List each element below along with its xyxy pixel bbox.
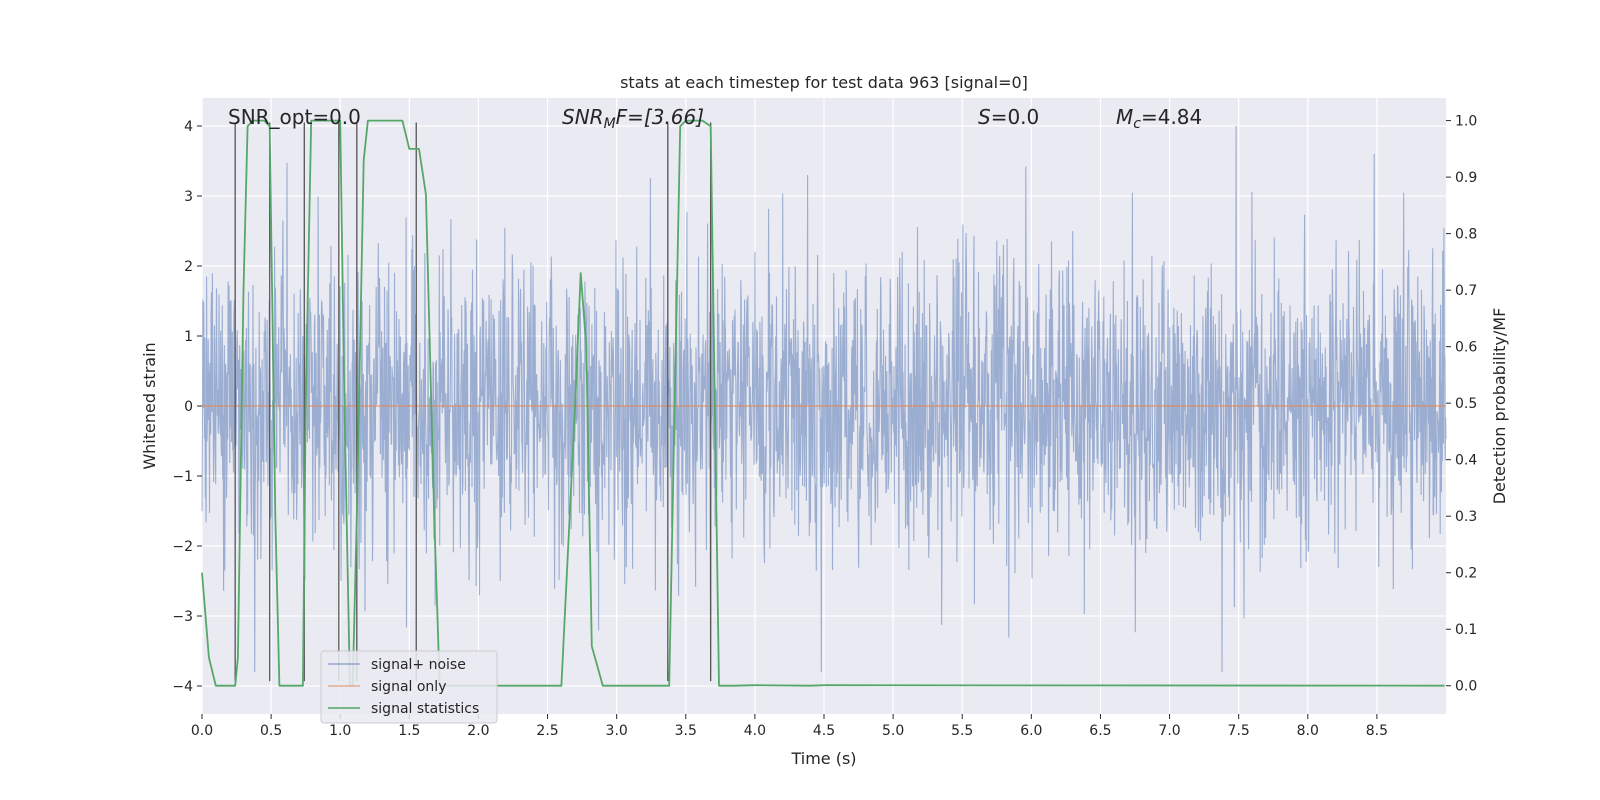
x-tick-label-3: 1.5 (398, 723, 420, 739)
legend-label-signal-only: signal only (371, 679, 446, 695)
x-tick-label-17: 8.5 (1366, 723, 1388, 739)
mc-rest: =4.84 (1141, 105, 1202, 129)
signal-statistics-line (201, 119, 1445, 687)
mc-subscript: c (1133, 116, 1141, 132)
chart-title: stats at each timestep for test data 963… (620, 73, 1028, 92)
y-right-tick-label-4: 0.4 (1455, 453, 1477, 469)
snr-mf-rest: F=[3.66] (616, 105, 704, 129)
annotation-snr-mf: SNRMF=[3.66] (562, 105, 704, 132)
y-right-tick-label-6: 0.6 (1455, 340, 1477, 356)
y-tick-label-6: 2 (184, 259, 193, 275)
y-axis-ticks: −4 −3 −2 −1 0 1 2 3 4 (172, 119, 202, 695)
x-axis-ticks: 0.0 0.5 1.0 1.5 2.0 2.5 3.0 3.5 4.0 4.5 5.0 5.5 6.0 6… (191, 714, 1388, 739)
y-right-axis-label: Detection probability/MF (1490, 308, 1509, 505)
legend-label-signal-noise: signal+ noise (371, 657, 466, 673)
y-tick-label-7: 3 (184, 189, 193, 205)
x-tick-label-11: 5.5 (951, 723, 973, 739)
y-right-tick-label-7: 0.7 (1455, 283, 1477, 299)
s-symbol: S (978, 105, 991, 129)
y-right-tick-label-3: 0.3 (1455, 509, 1477, 525)
y-tick-label-1: −3 (172, 609, 193, 625)
y-tick-label-4: 0 (184, 399, 193, 415)
mc-symbol: M (1116, 105, 1133, 129)
legend-label-signal-statistics: signal statistics (371, 701, 479, 717)
y-right-tick-label-1: 0.1 (1455, 622, 1477, 638)
y-tick-label-5: 1 (184, 329, 193, 345)
x-tick-label-14: 7.0 (1158, 723, 1180, 739)
y-right-tick-label-0: 0.0 (1455, 679, 1477, 695)
y-tick-label-0: −4 (172, 679, 193, 695)
legend: signal+ noise signal only signal statist… (320, 650, 498, 724)
x-tick-label-2: 1.0 (329, 723, 351, 739)
x-tick-label-7: 3.5 (675, 723, 697, 739)
x-tick-label-16: 8.0 (1297, 723, 1319, 739)
annotations: SNR_opt=0.0 SNRMF=[3.66] S=0.0 Mc=4.84 (228, 105, 1202, 132)
y-tick-label-2: −2 (172, 539, 193, 555)
x-tick-label-13: 6.5 (1089, 723, 1111, 739)
s-rest: =0.0 (991, 105, 1040, 129)
snr-mf-symbol: SNR (562, 105, 604, 129)
x-tick-label-9: 4.5 (813, 723, 835, 739)
x-tick-label-8: 4.0 (744, 723, 766, 739)
x-tick-label-1: 0.5 (260, 723, 282, 739)
x-tick-label-15: 7.5 (1228, 723, 1250, 739)
y-axis-label: Whitened strain (140, 342, 159, 469)
y-right-tick-label-9: 0.9 (1455, 170, 1477, 186)
annotation-snr-opt: SNR_opt=0.0 (228, 105, 361, 129)
x-axis-label: Time (s) (790, 749, 856, 768)
x-tick-label-6: 3.0 (606, 723, 628, 739)
y-right-tick-label-2: 0.2 (1455, 566, 1477, 582)
y-tick-label-3: −1 (172, 469, 193, 485)
series-signal-statistics (201, 119, 1445, 687)
x-tick-label-0: 0.0 (191, 723, 213, 739)
x-tick-label-4: 2.0 (467, 723, 489, 739)
noise-trace (201, 125, 1447, 673)
x-tick-label-12: 6.0 (1020, 723, 1042, 739)
annotation-mc: Mc=4.84 (1116, 105, 1202, 132)
y-right-tick-label-10: 1.0 (1455, 114, 1477, 130)
annotation-s: S=0.0 (978, 105, 1039, 129)
x-tick-label-10: 5.0 (882, 723, 904, 739)
y-right-tick-label-8: 0.8 (1455, 227, 1477, 243)
y-right-tick-label-5: 0.5 (1455, 396, 1477, 412)
series-signal-plus-noise (201, 125, 1447, 673)
x-tick-label-5: 2.5 (536, 723, 558, 739)
legend-box (320, 650, 498, 724)
y-tick-label-8: 4 (184, 119, 193, 135)
y-right-axis-ticks: 0.0 0.1 0.2 0.3 0.4 0.5 0.6 0.7 0.8 0.9 1.0 (1446, 114, 1477, 695)
snr-mf-subscript: M (604, 116, 616, 132)
